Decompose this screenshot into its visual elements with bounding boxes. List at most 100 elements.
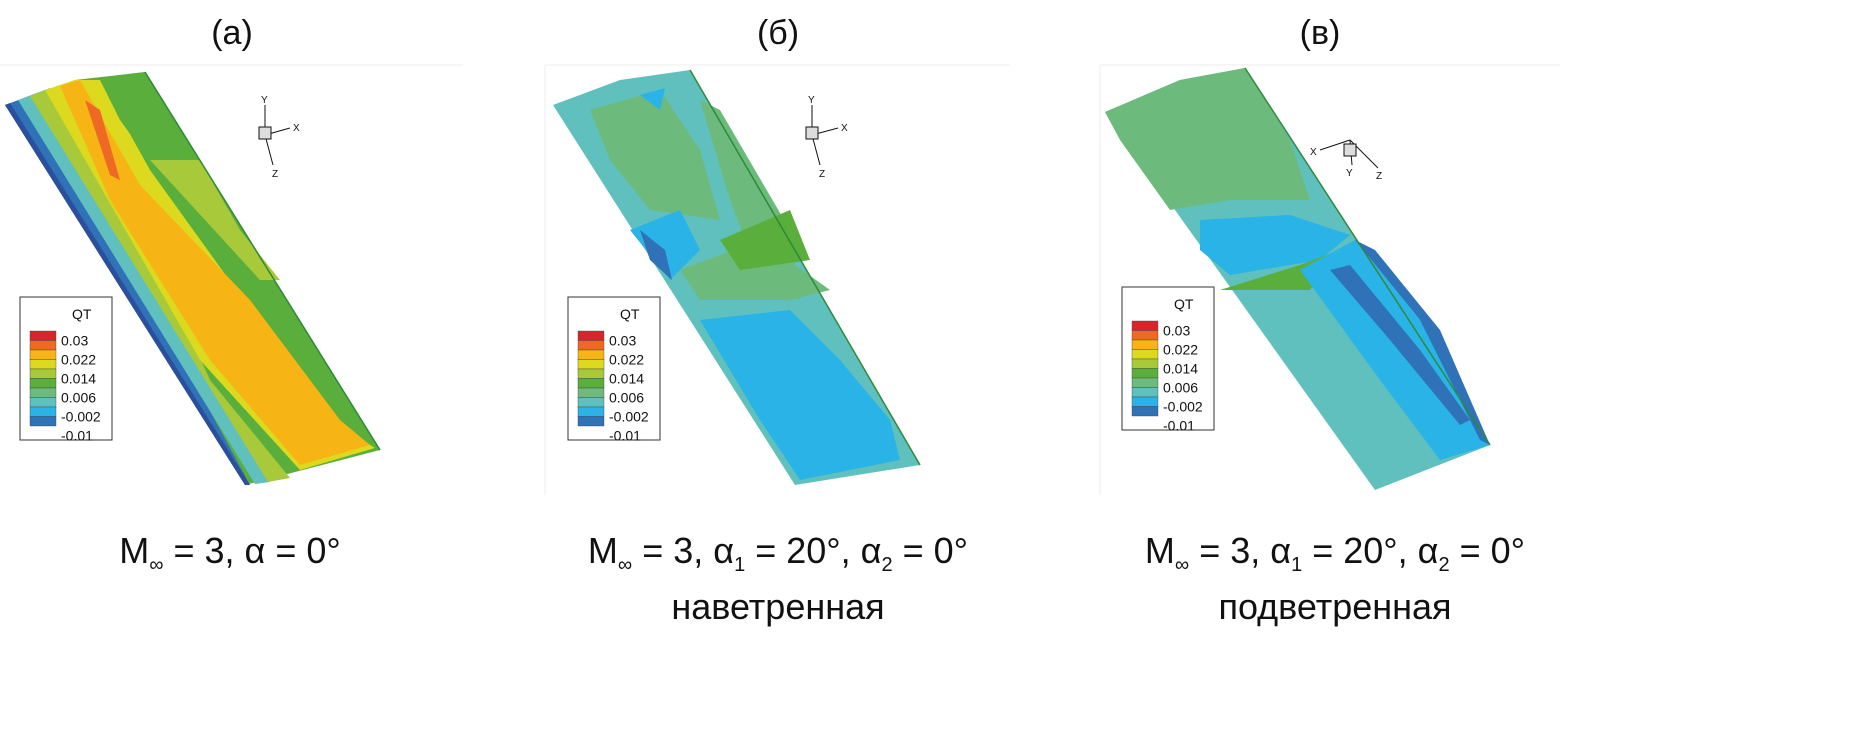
legend-label: 0.006 [61, 390, 96, 406]
panel-a-label: (a) [211, 14, 253, 52]
caption-c: M∞ = 3, α1 = 20°, α2 = 0° подветренная [1075, 530, 1595, 628]
axis-triad-c [1319, 139, 1379, 169]
alpha-symbol: α [244, 530, 266, 571]
alpha-value: = 0° [265, 530, 341, 571]
subscript-1: 1 [1291, 554, 1303, 577]
legend-swatch [1131, 377, 1159, 388]
legend-label: 0.03 [1163, 323, 1190, 339]
alpha-symbol: α [1270, 530, 1292, 571]
axis-triad-b [805, 105, 839, 166]
legend-swatch [1131, 320, 1159, 331]
alpha2-value: = 0° [1449, 530, 1526, 571]
legend-swatch [1131, 387, 1159, 398]
panel-b-label: (б) [756, 14, 800, 52]
legend-label: -0.01 [1163, 418, 1195, 434]
axis-label-x: X [1310, 147, 1317, 158]
legend-swatch [1131, 330, 1159, 341]
axis-label-z: Z [1376, 171, 1382, 182]
legend-label: -0.01 [61, 428, 93, 444]
panel-c-label: (в) [1299, 14, 1341, 52]
contour-plot-b [553, 69, 921, 485]
infinity-subscript: ∞ [149, 554, 164, 577]
legend-c: QT 0.03 0.022 0.014 0.006 -0.002 -0.01 [1121, 286, 1215, 434]
legend-swatch [29, 397, 57, 408]
alpha1-value: = 20°, [745, 530, 861, 571]
mach-symbol: M [1144, 530, 1175, 571]
alpha1-value: = 20°, [1302, 530, 1418, 571]
legend-swatch [1131, 406, 1159, 417]
axis-label-x: X [841, 123, 848, 134]
subscript-1: 1 [734, 554, 746, 577]
legend-label: 0.022 [61, 352, 96, 368]
mach-value: = 3, [632, 530, 714, 571]
mach-value: = 3, [163, 530, 245, 571]
legend-swatch [1131, 339, 1159, 350]
side-label: подветренная [1218, 586, 1452, 628]
legend-swatch [29, 330, 57, 341]
caption-b: M∞ = 3, α1 = 20°, α2 = 0° наветренная [518, 530, 1038, 628]
infinity-subscript: ∞ [1174, 554, 1190, 577]
contour-plot-a [5, 71, 381, 485]
legend-label: 0.022 [1163, 342, 1198, 358]
legend-swatch [1131, 368, 1159, 379]
alpha2-value: = 0° [892, 530, 969, 571]
legend-swatch [577, 359, 605, 370]
axis-label-z: Z [272, 169, 278, 180]
mach-symbol: M [119, 530, 150, 571]
legend-swatch [1131, 396, 1159, 407]
legend-b: QT 0.03 0.022 0.014 0.006 -0.002 -0.01 [567, 296, 661, 444]
legend-swatch [577, 330, 605, 341]
legend-label: -0.01 [609, 428, 641, 444]
legend-swatch [577, 378, 605, 389]
infinity-subscript: ∞ [617, 554, 633, 577]
legend-swatch [29, 406, 57, 417]
legend-swatch [577, 406, 605, 417]
axis-label-y: Y [808, 95, 815, 106]
axis-label-x: X [293, 123, 300, 134]
legend-swatch [1131, 349, 1159, 360]
legend-a: QT 0.03 0.022 0.014 0.006 -0.002 -0.01 [19, 296, 113, 444]
legend-swatch [29, 359, 57, 370]
mach-symbol: M [587, 530, 618, 571]
legend-swatch [29, 378, 57, 389]
mach-value: = 3, [1189, 530, 1271, 571]
legend-swatch [577, 349, 605, 360]
axis-triad-a [258, 105, 291, 166]
side-label: наветренная [671, 586, 885, 628]
legend-title: QT [620, 306, 640, 322]
legend-title: QT [72, 306, 92, 322]
axis-label-z: Z [819, 169, 825, 180]
legend-label: -0.002 [61, 409, 101, 425]
legend-swatch [29, 368, 57, 379]
contour-plot-c [1105, 67, 1491, 490]
legend-label: 0.006 [609, 390, 644, 406]
legend-label: -0.002 [609, 409, 649, 425]
legend-label: 0.022 [609, 352, 644, 368]
legend-swatch [577, 387, 605, 398]
alpha-symbol: α [713, 530, 735, 571]
legend-swatch [29, 416, 57, 427]
legend-swatch [29, 349, 57, 360]
legend-swatch [577, 368, 605, 379]
legend-label: 0.03 [609, 333, 636, 349]
legend-label: 0.03 [61, 333, 88, 349]
legend-swatch [1131, 358, 1159, 369]
legend-swatch [577, 397, 605, 408]
caption-a: M∞ = 3, α = 0° [0, 530, 490, 586]
legend-label: -0.002 [1163, 399, 1203, 415]
legend-title: QT [1174, 296, 1194, 312]
subscript-2: 2 [1438, 554, 1450, 577]
alpha-symbol: α [1417, 530, 1439, 571]
legend-swatch [577, 416, 605, 427]
alpha-symbol: α [860, 530, 882, 571]
axis-label-y: Y [261, 95, 268, 106]
legend-swatch [29, 340, 57, 351]
subscript-2: 2 [881, 554, 893, 577]
legend-swatch [577, 340, 605, 351]
legend-label: 0.014 [609, 371, 644, 387]
legend-swatch [29, 387, 57, 398]
legend-label: 0.014 [1163, 361, 1198, 377]
axis-label-y: Y [1346, 168, 1353, 179]
legend-label: 0.006 [1163, 380, 1198, 396]
